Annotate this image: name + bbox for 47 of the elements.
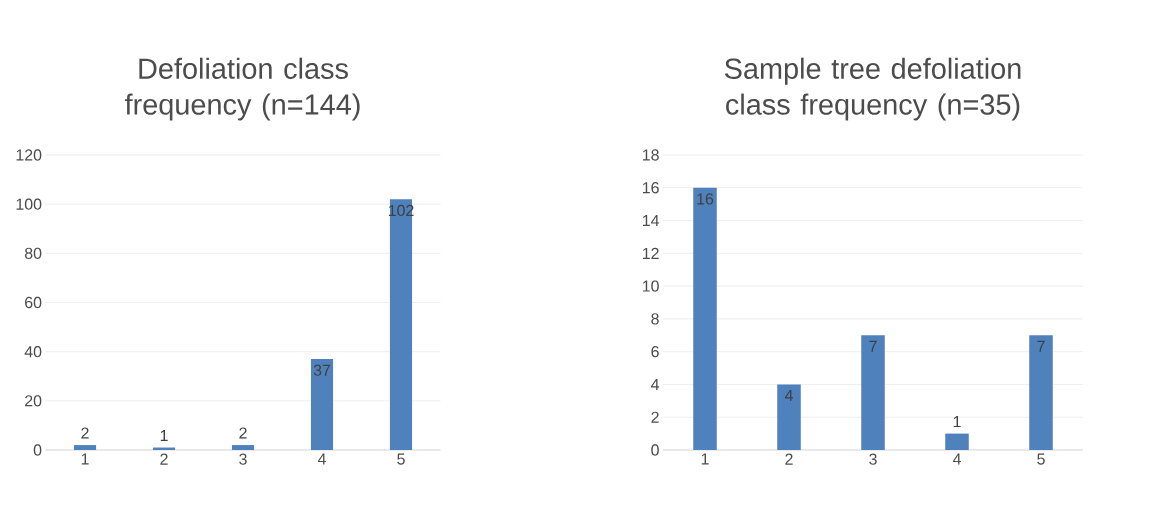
bar (693, 187, 717, 450)
bar (861, 335, 885, 450)
y-tick-label: 2 (651, 411, 659, 423)
bar (310, 359, 334, 450)
chart-title: Sample tree defoliation class frequency (n=35) (724, 57, 1021, 121)
data-label: 37 (313, 364, 331, 376)
data-label: 1 (953, 416, 961, 428)
y-tick-label: 6 (651, 346, 659, 358)
y-tick-label: 12 (642, 247, 659, 259)
bar (945, 433, 969, 450)
data-label: 2 (239, 427, 247, 439)
y-tick-label: 10 (642, 280, 659, 292)
bar (73, 445, 97, 450)
x-tick-label: 3 (869, 453, 877, 465)
chart-title: Defoliation class frequency (n=144) (124, 57, 360, 121)
y-tick-label: 80 (24, 247, 42, 259)
x-tick-label: 2 (160, 453, 168, 465)
y-tick-label: 40 (24, 346, 42, 358)
y-tick-label: 100 (16, 198, 42, 210)
y-tick-label: 0 (33, 444, 42, 456)
bar (389, 199, 413, 450)
y-tick-label: 120 (16, 149, 42, 161)
y-tick-label: 20 (25, 395, 42, 407)
data-label: 1 (160, 430, 168, 442)
x-tick-label: 2 (785, 453, 793, 465)
data-label: 2 (81, 427, 89, 439)
bar (777, 384, 801, 450)
y-tick-label: 18 (642, 149, 659, 161)
y-tick-label: 60 (25, 296, 42, 309)
data-label: 7 (869, 340, 877, 352)
y-tick-label: 8 (651, 313, 659, 325)
data-label: 4 (784, 389, 793, 401)
y-tick-label: 14 (642, 215, 660, 227)
x-tick-label: 4 (317, 453, 326, 465)
bar (231, 445, 255, 450)
x-tick-label: 4 (952, 453, 961, 465)
y-tick-label: 0 (651, 444, 659, 456)
data-label: 7 (1037, 340, 1045, 352)
x-tick-label: 1 (701, 453, 709, 465)
y-tick-label: 16 (642, 182, 659, 194)
x-tick-label: 5 (1037, 453, 1045, 465)
y-tick-label: 4 (650, 378, 660, 390)
bar (1029, 335, 1053, 450)
x-tick-label: 1 (81, 453, 89, 465)
data-label: 16 (697, 193, 714, 205)
x-tick-label: 3 (239, 453, 247, 465)
x-tick-label: 5 (397, 453, 405, 465)
